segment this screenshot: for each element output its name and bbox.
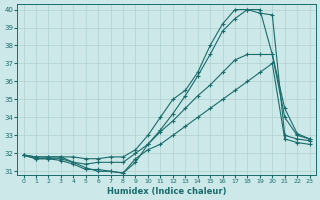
- X-axis label: Humidex (Indice chaleur): Humidex (Indice chaleur): [107, 187, 226, 196]
